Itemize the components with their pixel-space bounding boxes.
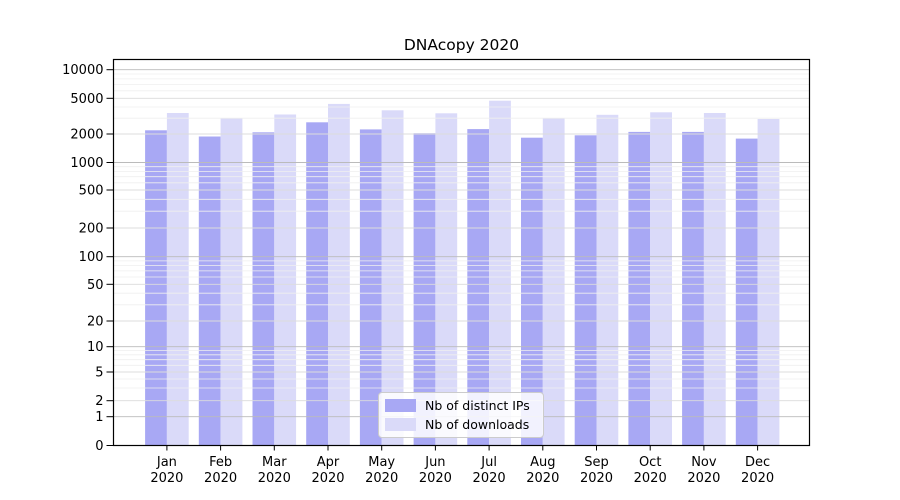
bar-dec-series-1 <box>757 119 780 446</box>
y-tick-label: 1000 <box>70 156 103 171</box>
y-tick-label: 10 <box>87 340 104 355</box>
bar-apr-series-1 <box>328 103 350 446</box>
x-tick-label-month: Nov <box>691 455 717 470</box>
y-axis: 0 12 5 10 20 50 100 200 500 1000 2000 5000 10000 <box>62 63 114 454</box>
x-tick-label-month: Jul <box>480 455 497 470</box>
legend-label-downloads: Nb of downloads <box>425 417 530 432</box>
x-tick-label-month: May <box>368 455 395 470</box>
x-tick-label-month: Jun <box>424 455 445 470</box>
x-tick-label-month: Apr <box>317 455 340 470</box>
bar-sep-series-1 <box>596 114 619 446</box>
bar-dec-series-0 <box>735 138 758 446</box>
x-tick-label-year: 2020 <box>258 471 291 486</box>
bar-aug-series-0 <box>521 137 543 446</box>
bars-series-0 <box>145 122 758 446</box>
y-tick-label: 100 <box>79 250 104 265</box>
y-tick-label: 0 <box>95 439 103 454</box>
x-tick-label-year: 2020 <box>526 471 559 486</box>
legend-swatch-downloads <box>385 418 416 431</box>
x-tick-label-year: 2020 <box>365 471 398 486</box>
x-tick-label-month: Sep <box>584 455 609 470</box>
bar-oct-series-1 <box>650 112 672 446</box>
y-tick-label: 500 <box>79 184 104 199</box>
x-tick-label-year: 2020 <box>311 471 344 486</box>
x-tick-label-year: 2020 <box>634 471 667 486</box>
bars <box>145 100 780 446</box>
legend-item-distinct-ips: Nb of distinct IPs <box>385 398 535 413</box>
bars-series-1 <box>166 100 780 446</box>
x-tick-label-year: 2020 <box>150 471 183 486</box>
bar-jan-series-1 <box>166 113 189 446</box>
bar-mar-series-0 <box>252 132 275 446</box>
x-tick-label-month: Feb <box>209 455 232 470</box>
bar-mar-series-1 <box>274 114 297 446</box>
bar-may-series-0 <box>359 129 382 446</box>
bar-jan-series-0 <box>145 130 167 446</box>
legend: Nb of distinct IPs Nb of downloads <box>378 392 544 438</box>
bar-feb-series-0 <box>198 136 221 446</box>
y-tick-label: 50 <box>87 278 104 293</box>
y-tick-label: 2 <box>95 394 103 409</box>
y-tick-label: 10000 <box>62 63 103 78</box>
y-tick-label: 5000 <box>70 92 103 107</box>
x-axis: Jan2020Feb2020Mar2020Apr2020May2020Jun20… <box>150 445 774 486</box>
bar-sep-series-0 <box>574 135 597 446</box>
bar-nov-series-1 <box>703 113 726 446</box>
x-tick-label-month: Oct <box>639 455 661 470</box>
y-tick-label: 1 <box>95 410 103 425</box>
legend-label-distinct-ips: Nb of distinct IPs <box>425 398 530 413</box>
plot-frame <box>112 58 811 447</box>
x-tick-label-year: 2020 <box>204 471 237 486</box>
x-tick-label-year: 2020 <box>741 471 774 486</box>
x-tick-label-year: 2020 <box>473 471 506 486</box>
x-tick-label-year: 2020 <box>580 471 613 486</box>
y-tick-label: 2000 <box>70 128 103 143</box>
bar-nov-series-0 <box>682 131 704 446</box>
x-tick-label-month: Dec <box>745 455 770 470</box>
x-tick-label-month: Jan <box>156 455 177 470</box>
legend-item-downloads: Nb of downloads <box>385 417 535 432</box>
bar-jul-series-0 <box>467 129 490 446</box>
bar-may-series-1 <box>381 110 404 446</box>
legend-swatch-distinct-ips <box>385 399 416 412</box>
y-tick-label: 200 <box>79 222 104 237</box>
bar-oct-series-0 <box>628 131 651 446</box>
y-tick-label: 20 <box>87 315 104 330</box>
bar-jul-series-1 <box>489 100 511 446</box>
x-tick-label-month: Aug <box>530 455 555 470</box>
x-tick-label-month: Mar <box>262 455 287 470</box>
bar-aug-series-1 <box>542 118 565 446</box>
y-tick-label: 5 <box>95 366 103 381</box>
bar-feb-series-1 <box>220 118 243 446</box>
bar-jun-series-1 <box>435 113 458 446</box>
x-tick-label-year: 2020 <box>419 471 452 486</box>
gridlines <box>113 69 810 418</box>
chart-title: DNAcopy 2020 <box>403 36 520 54</box>
x-tick-label-year: 2020 <box>687 471 720 486</box>
